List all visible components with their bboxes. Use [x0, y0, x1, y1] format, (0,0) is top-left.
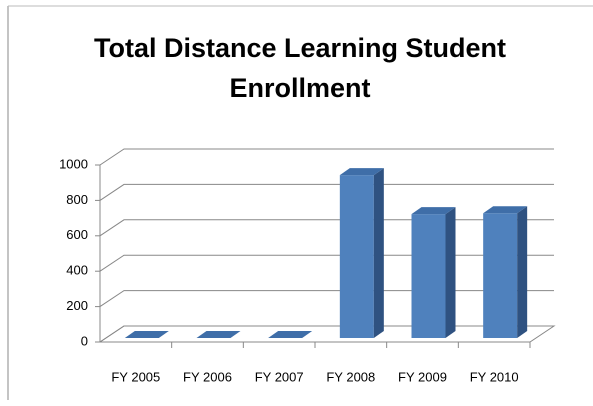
y-tick-label: 600: [66, 227, 88, 242]
chart-title: Total Distance Learning Student Enrollme…: [93, 33, 507, 103]
y-tick-label: 200: [66, 298, 88, 313]
grid-line: [99, 325, 554, 343]
x-tick-label: FY 2007: [255, 369, 304, 384]
y-tick-label: 800: [66, 192, 88, 207]
grid-line: [99, 148, 554, 166]
bar-top: [411, 207, 456, 215]
bar: [339, 168, 384, 338]
bar-top: [483, 206, 528, 214]
x-tick-label: FY 2005: [111, 369, 160, 384]
grid-line: [99, 183, 554, 201]
bar-top: [339, 168, 384, 176]
grid-line: [99, 219, 554, 237]
bar-top: [268, 331, 313, 338]
y-tick-label: 0: [81, 333, 88, 348]
bar: [124, 331, 169, 338]
bar: [268, 331, 313, 338]
bar: [196, 331, 241, 338]
bar-side: [445, 207, 456, 338]
bar-side: [517, 206, 528, 338]
x-tick-label: FY 2009: [398, 369, 447, 384]
bar-front: [339, 175, 374, 338]
y-tick-label: 400: [66, 263, 88, 278]
bar-top: [124, 331, 169, 338]
bar-front: [483, 213, 518, 338]
bar: [483, 206, 528, 338]
bar-top: [196, 331, 241, 338]
grid-line: [99, 254, 554, 272]
bar: [411, 207, 456, 338]
x-tick-label: FY 2010: [470, 369, 519, 384]
grid-line: [99, 290, 554, 308]
bar-side: [373, 168, 384, 338]
x-tick-label: FY 2008: [326, 369, 375, 384]
x-tick-label: FY 2006: [183, 369, 232, 384]
y-tick-label: 1000: [59, 156, 88, 171]
bar-front: [411, 214, 446, 338]
